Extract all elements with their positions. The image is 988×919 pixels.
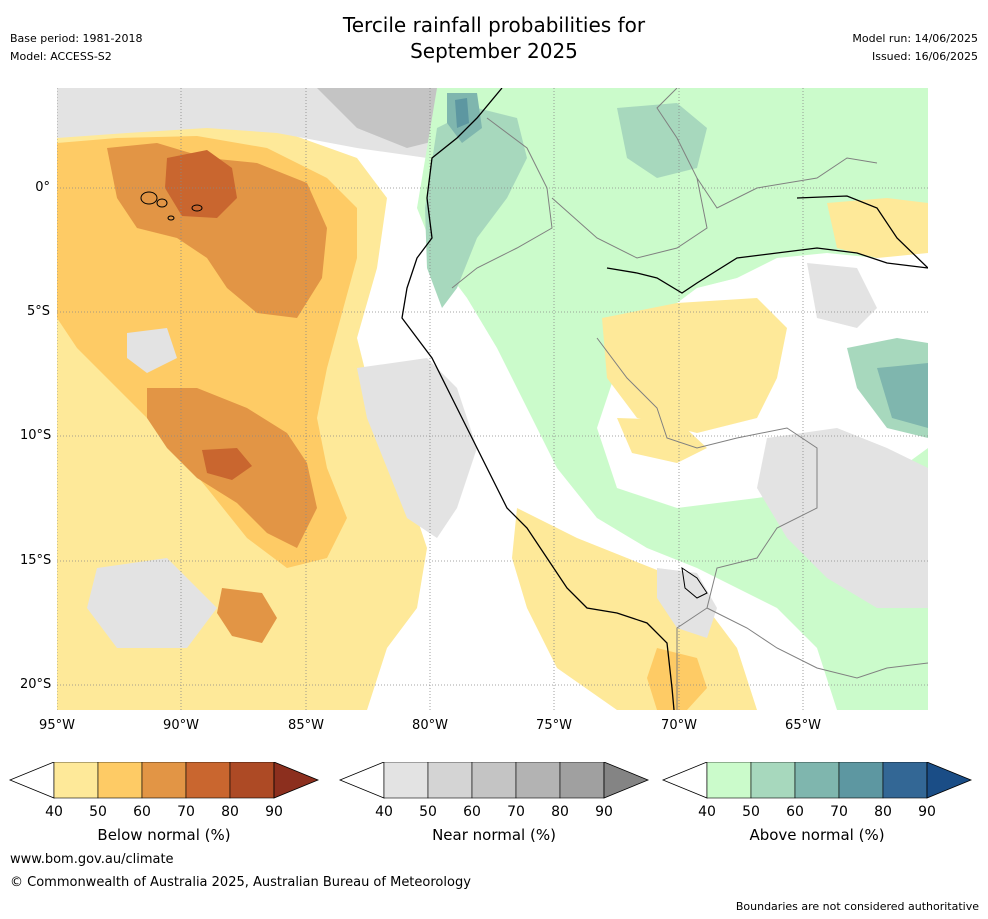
lat-tick-0: 0° — [35, 180, 50, 195]
colorbar-tick-label: 90 — [918, 804, 936, 820]
colorbar-segment — [750, 762, 796, 799]
below-normal-land-d — [617, 418, 707, 463]
colorbar-tick-label: 80 — [874, 804, 892, 820]
meta-left: Base period: 1981-2018 Model: ACCESS-S2 — [10, 30, 142, 66]
colorbar-right-arrow — [603, 762, 650, 799]
meta-right: Model run: 14/06/2025 Issued: 16/06/2025 — [852, 30, 978, 66]
lon-tick-90w: 90°W — [163, 718, 199, 733]
colorbar-tick-label: 40 — [698, 804, 716, 820]
colorbar-segment — [97, 762, 143, 799]
lon-tick-75w: 75°W — [536, 718, 572, 733]
above-normal-50a — [425, 108, 527, 308]
website-link[interactable]: www.bom.gov.au/climate — [10, 852, 174, 867]
lat-tick-20s: 20°S — [20, 677, 52, 692]
colorbar-segment — [882, 762, 928, 799]
above-normal-70 — [455, 98, 469, 128]
colorbar-segment — [706, 762, 752, 799]
colorbar-tick-label: 90 — [595, 804, 613, 820]
lat-tick-15s: 15°S — [20, 553, 52, 568]
country-borders — [451, 88, 928, 710]
colorbar-tick-label: 50 — [419, 804, 437, 820]
issued-date: Issued: 16/06/2025 — [871, 50, 978, 63]
colorbar-segment — [794, 762, 840, 799]
near-normal-land-c — [807, 263, 877, 328]
base-period: Base period: 1981-2018 — [10, 32, 143, 45]
lon-tick-70w: 70°W — [661, 718, 697, 733]
galapagos-islands — [140, 191, 203, 221]
below-normal-land-c — [827, 198, 928, 258]
colorbar-tick-label: 60 — [463, 804, 481, 820]
lon-tick-85w: 85°W — [288, 718, 324, 733]
below-normal-ocean-70b — [202, 448, 252, 480]
colorbar-below-normal: 40 50 60 70 80 90 — [8, 762, 320, 820]
near-normal-central-ocean — [357, 358, 477, 538]
colorbar-tick-label: 60 — [786, 804, 804, 820]
below-normal-ocean-60c — [217, 588, 277, 643]
near-normal-north-60 — [317, 88, 447, 148]
disclaimer: Boundaries are not considered authoritat… — [735, 900, 979, 913]
colorbar-right-arrow — [273, 762, 320, 799]
below-normal-ocean-70a — [165, 150, 237, 218]
lat-tick-10s: 10°S — [20, 428, 52, 443]
colorbar-left-arrow — [661, 762, 708, 799]
colorbar-segment — [559, 762, 605, 799]
colorbar-tick-label: 50 — [742, 804, 760, 820]
colorbar-tick-label: 70 — [177, 804, 195, 820]
colorbar-tick-label: 80 — [551, 804, 569, 820]
colorbar-left-arrow — [8, 762, 55, 799]
colorbar-left-arrow — [338, 762, 385, 799]
colorbar-segment — [185, 762, 231, 799]
colorbar-tick-label: 60 — [133, 804, 151, 820]
above-normal-land-40 — [417, 88, 928, 710]
title-line-1: Tercile rainfall probabilities for — [342, 13, 646, 37]
colorbar-segment — [53, 762, 99, 799]
colorbar-tick-label: 50 — [89, 804, 107, 820]
river-north — [796, 195, 928, 269]
colorbar-segment — [229, 762, 275, 799]
above-normal-50b — [617, 103, 707, 178]
colorbar-near-normal: 40 50 60 70 80 90 — [338, 762, 650, 820]
colorbar-tick-label: 40 — [45, 804, 63, 820]
colorbar-segment — [471, 762, 517, 799]
colorbar-label-above: Above normal (%) — [749, 826, 885, 844]
model-run: Model run: 14/06/2025 — [852, 32, 978, 45]
colorbar-segment — [838, 762, 884, 799]
colorbar-above-normal: 40 50 60 70 80 90 — [661, 762, 973, 820]
colorbar-segment — [427, 762, 473, 799]
lon-tick-95w: 95°W — [39, 718, 75, 733]
probability-map — [57, 88, 928, 710]
colorbar-tick-label: 40 — [375, 804, 393, 820]
colorbar-label-near: Near normal (%) — [432, 826, 556, 844]
colorbar-tick-label: 70 — [830, 804, 848, 820]
colorbar-label-below: Below normal (%) — [97, 826, 231, 844]
colorbar-right-arrow — [926, 762, 973, 799]
colorbar-tick-label: 80 — [221, 804, 239, 820]
lon-tick-65w: 65°W — [785, 718, 821, 733]
colorbar-tick-label: 70 — [507, 804, 525, 820]
colorbar-tick-label: 90 — [265, 804, 283, 820]
near-normal-west-ocean — [127, 328, 177, 373]
coastline — [401, 88, 675, 710]
model-name: Model: ACCESS-S2 — [10, 50, 112, 63]
colorbar-segment — [383, 762, 429, 799]
river-amazon — [606, 247, 928, 294]
near-normal-south-ocean — [87, 558, 217, 648]
colorbar-segment — [515, 762, 561, 799]
colorbar-segment — [141, 762, 187, 799]
lat-tick-5s: 5°S — [26, 304, 50, 319]
near-normal-land-a — [757, 428, 928, 608]
gridlines — [57, 88, 928, 710]
title-line-2: September 2025 — [410, 39, 578, 63]
lake-titicaca — [681, 566, 708, 599]
lon-tick-80w: 80°W — [412, 718, 448, 733]
copyright: © Commonwealth of Australia 2025, Austra… — [10, 875, 471, 890]
chart-title: Tercile rainfall probabilities for Septe… — [0, 12, 988, 64]
above-normal-60b — [877, 363, 928, 428]
below-normal-ocean-60a — [107, 143, 327, 318]
